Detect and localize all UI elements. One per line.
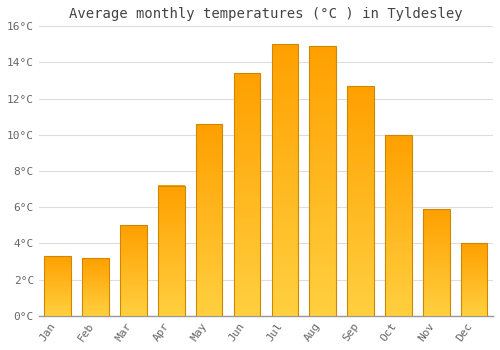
Bar [82,258,109,316]
Bar [310,46,336,316]
Bar [423,209,450,316]
Bar [272,44,298,316]
Bar [196,124,222,316]
Bar [310,46,336,316]
Bar [234,74,260,316]
Title: Average monthly temperatures (°C ) in Tyldesley: Average monthly temperatures (°C ) in Ty… [69,7,462,21]
Bar [82,258,109,316]
Bar [385,135,411,316]
Bar [423,209,450,316]
Bar [272,44,298,316]
Bar [44,256,71,316]
Bar [461,244,487,316]
Bar [385,135,411,316]
Bar [461,244,487,316]
Bar [120,225,146,316]
Bar [234,74,260,316]
Bar [44,256,71,316]
Bar [348,86,374,316]
Bar [120,225,146,316]
Bar [158,186,184,316]
Bar [348,86,374,316]
Bar [196,124,222,316]
Bar [158,186,184,316]
